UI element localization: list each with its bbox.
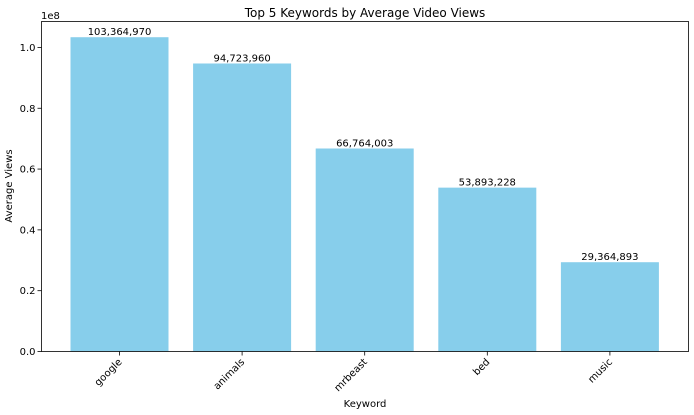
data-label-animals: 94,723,960 — [213, 53, 270, 64]
bar-animals — [193, 63, 292, 352]
y-tick-label: 0.0 — [20, 347, 36, 358]
y-tick-label: 0.4 — [20, 225, 36, 236]
y-tick-label: 0.2 — [20, 286, 36, 297]
y-tick-label: 1.0 — [20, 43, 36, 54]
y-offset-label: 1e8 — [41, 11, 60, 22]
data-label-google: 103,364,970 — [88, 27, 152, 38]
bar-mrbeast — [315, 148, 414, 352]
data-label-mrbeast: 66,764,003 — [336, 139, 393, 150]
chart-title: Top 5 Keywords by Average Video Views — [244, 6, 486, 20]
plot-frame — [41, 21, 689, 352]
data-labels: 103,364,970 94,723,960 66,764,003 53,893,22… — [88, 27, 639, 263]
data-label-bed: 53,893,228 — [459, 178, 516, 189]
y-tick-label: 0.6 — [20, 165, 36, 176]
bar-music — [560, 262, 659, 352]
bar-google — [70, 37, 169, 352]
y-axis-label: Average Views — [4, 149, 15, 222]
bars — [70, 37, 659, 352]
y-tick-label: 0.8 — [20, 104, 36, 115]
data-label-music: 29,364,893 — [581, 252, 638, 263]
y-axis: 0.0 0.2 0.4 0.6 0.8 1.0 — [20, 43, 42, 358]
x-axis-label: Keyword — [344, 399, 387, 410]
bar-bed — [438, 187, 537, 352]
